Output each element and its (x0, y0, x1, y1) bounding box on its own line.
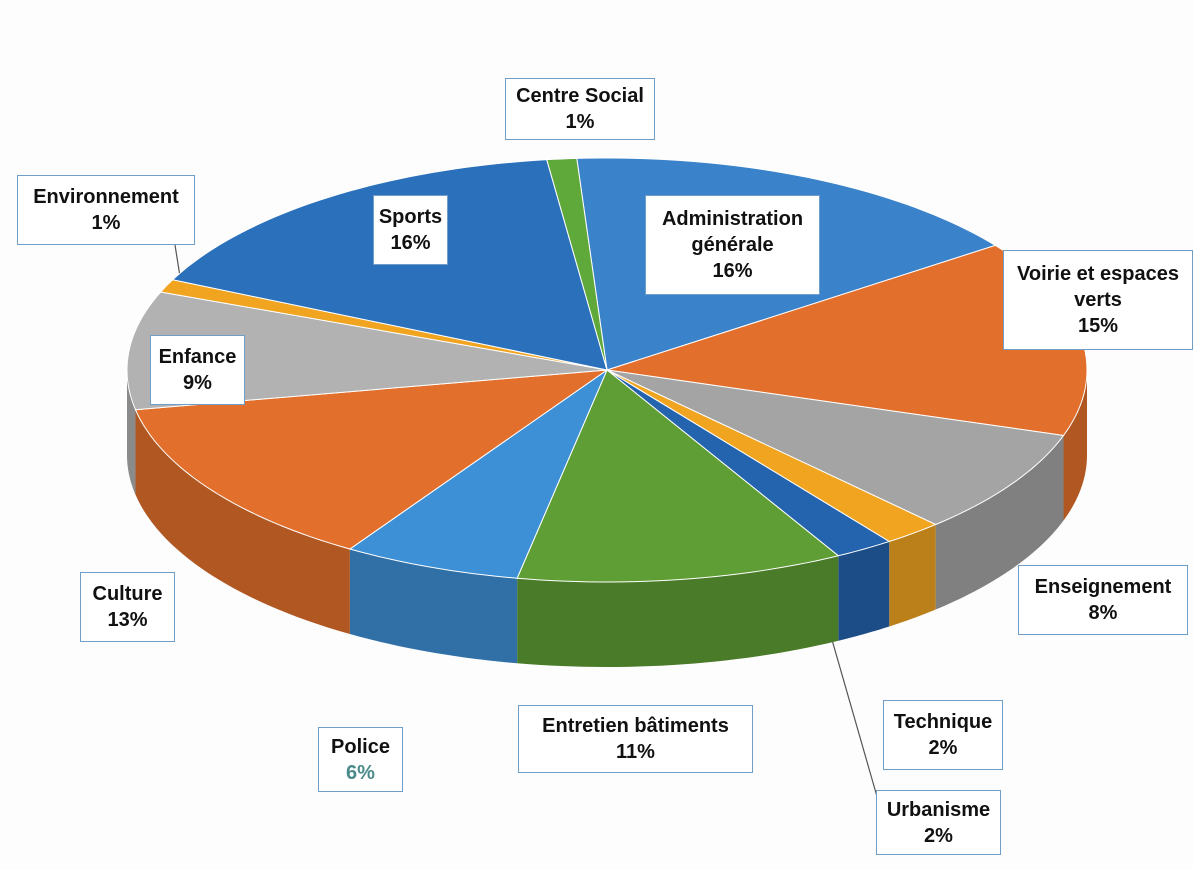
value-label: 1% (565, 111, 595, 133)
slice (546, 157, 608, 371)
slice-tops (126, 157, 1088, 583)
slice-side (127, 370, 136, 495)
value-label: 16% (390, 232, 431, 254)
value-label: 1% (91, 212, 121, 234)
data-label: Centre Social 1% (505, 78, 655, 140)
slice (606, 369, 891, 557)
value-label: 11% (616, 741, 655, 763)
data-label: Enfance 9% (150, 335, 245, 405)
value-label: 16% (712, 260, 753, 282)
category-name: Technique (893, 711, 993, 733)
slice (126, 291, 608, 411)
category-name: Police (331, 735, 390, 758)
slice (516, 369, 840, 583)
slice-side (889, 524, 936, 627)
slice (134, 369, 609, 550)
slice-side (349, 549, 518, 664)
slice (606, 369, 1065, 526)
data-label: Sports 16% (373, 195, 448, 265)
slice-side (1063, 370, 1087, 521)
value-label: 2% (928, 737, 958, 759)
data-label: Urbanisme 2% (876, 790, 1001, 855)
slice-side (935, 435, 1064, 610)
category-name: Enseignement (1034, 576, 1172, 598)
slice (606, 369, 937, 543)
category-name: Culture (92, 583, 163, 605)
category-name: Urbanisme (886, 798, 991, 821)
value-label: 15% (1077, 315, 1119, 337)
value-label: 2% (924, 824, 953, 847)
slice-side (838, 541, 890, 641)
value-label: 8% (1088, 602, 1118, 624)
data-label: Police 6% (318, 727, 403, 792)
category-name: Enfance (158, 346, 237, 368)
value-label: 9% (183, 372, 212, 394)
category-name: Entretien bâtiments (542, 715, 729, 737)
category-name: Centre Social (516, 85, 644, 107)
category-name: Environnement (33, 186, 179, 208)
slice-side (517, 555, 839, 667)
data-label: Entretien bâtiments 11% (518, 705, 753, 773)
category-name: Voirie et espaces verts (1017, 263, 1179, 311)
category-name: Administration générale (661, 208, 804, 256)
data-label: Environnement 1% (17, 175, 195, 245)
value-label: 6% (346, 761, 375, 784)
data-label: Enseignement 8% (1018, 565, 1188, 635)
slice-sides (127, 370, 1087, 667)
category-name: Sports (378, 206, 443, 228)
data-label: Administration générale 16% (645, 195, 820, 295)
data-label: Technique 2% (883, 700, 1003, 770)
slice-side (135, 409, 350, 635)
data-label: Culture 13% (80, 572, 175, 642)
value-label: 13% (107, 609, 148, 631)
data-label: Voirie et espaces verts 15% (1003, 250, 1193, 350)
slice (348, 368, 609, 579)
